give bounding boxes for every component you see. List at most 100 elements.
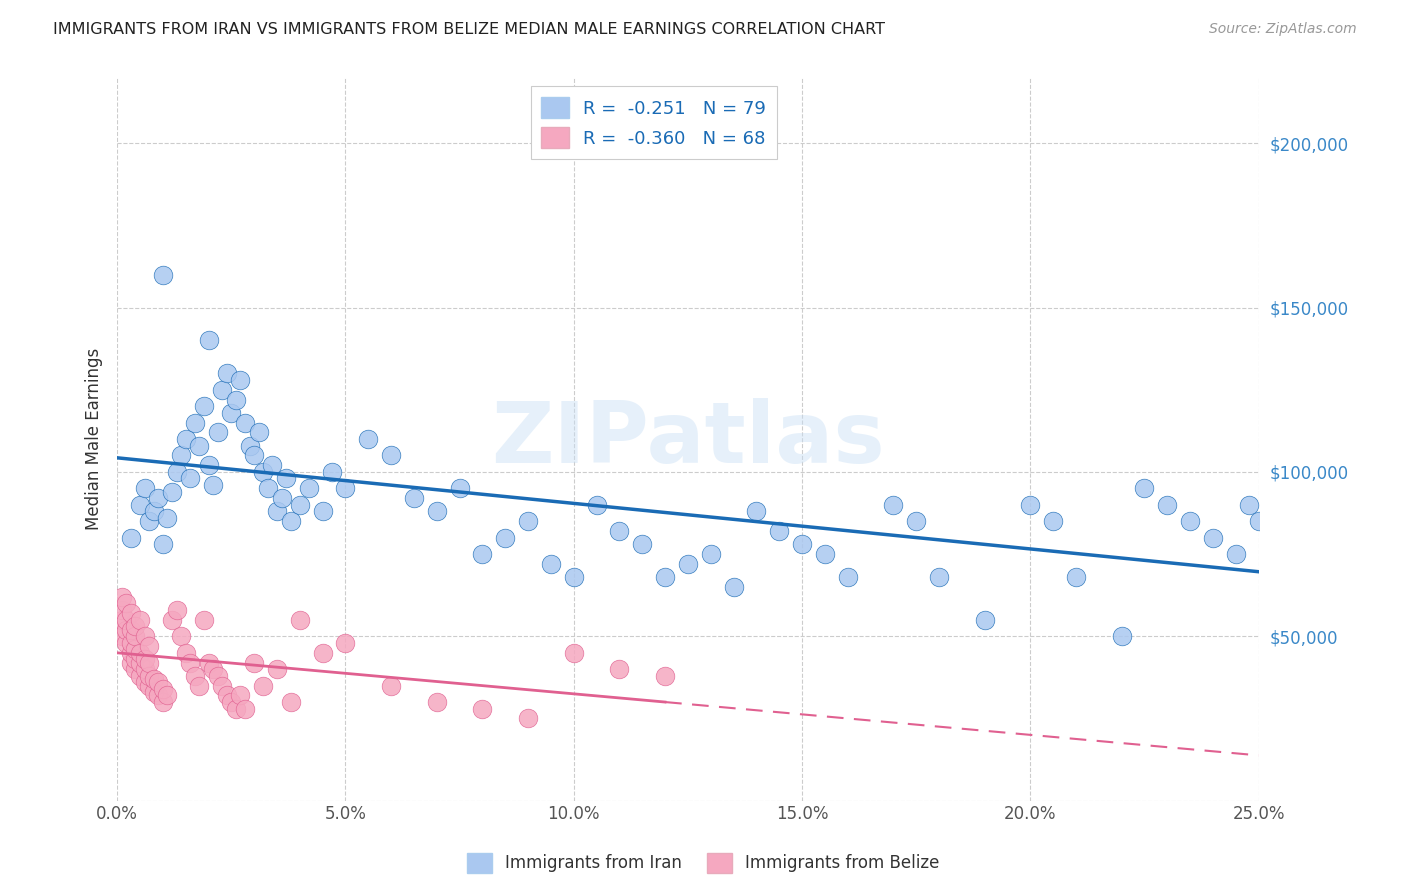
Point [973,613,995,627]
Point [152,681,174,696]
Point [170,629,193,643]
Point [239,439,262,453]
Point [243,656,266,670]
Point [188,439,211,453]
Point [202,478,225,492]
Point [654,669,676,683]
Point [298,481,321,495]
Point [156,511,179,525]
Point [1042,514,1064,528]
Point [790,537,813,551]
Point [152,537,174,551]
Point [142,504,165,518]
Point [252,679,274,693]
Point [288,498,311,512]
Point [124,662,146,676]
Point [676,557,699,571]
Point [115,636,138,650]
Point [426,504,449,518]
Text: IMMIGRANTS FROM IRAN VS IMMIGRANTS FROM BELIZE MEDIAN MALE EARNINGS CORRELATION : IMMIGRANTS FROM IRAN VS IMMIGRANTS FROM … [53,22,886,37]
Point [160,613,183,627]
Point [148,491,170,506]
Point [166,465,188,479]
Point [723,580,745,594]
Point [357,432,380,446]
Y-axis label: Median Male Earnings: Median Male Earnings [86,348,103,530]
Point [229,373,252,387]
Point [380,679,402,693]
Point [426,695,449,709]
Point [280,695,302,709]
Point [517,711,540,725]
Point [609,524,631,538]
Point [257,481,280,495]
Point [111,590,134,604]
Text: Source: ZipAtlas.com: Source: ZipAtlas.com [1209,22,1357,37]
Point [221,406,243,420]
Point [124,619,146,633]
Point [654,570,676,584]
Point [174,432,197,446]
Point [494,531,516,545]
Point [124,629,146,643]
Point [335,636,357,650]
Point [207,425,229,440]
Point [262,458,284,473]
Point [156,689,179,703]
Point [120,656,142,670]
Point [129,656,152,670]
Point [148,689,170,703]
Point [134,675,156,690]
Point [335,481,357,495]
Point [134,481,156,495]
Point [129,613,152,627]
Point [321,465,343,479]
Point [280,514,302,528]
Point [1019,498,1042,512]
Point [142,685,165,699]
Legend: R =  -0.251   N = 79, R =  -0.360   N = 68: R = -0.251 N = 79, R = -0.360 N = 68 [530,87,776,159]
Point [745,504,768,518]
Point [233,701,256,715]
Point [124,642,146,657]
Point [120,646,142,660]
Point [124,652,146,666]
Point [814,547,837,561]
Point [120,623,142,637]
Point [134,662,156,676]
Point [142,672,165,686]
Point [585,498,607,512]
Point [138,514,160,528]
Point [905,514,928,528]
Point [311,646,333,660]
Point [471,701,494,715]
Point [129,669,152,683]
Point [1202,531,1225,545]
Point [129,498,152,512]
Point [115,613,138,627]
Point [215,366,238,380]
Point [138,679,160,693]
Point [111,603,134,617]
Point [699,547,721,561]
Point [229,689,252,703]
Point [380,449,402,463]
Point [215,689,238,703]
Point [266,662,288,676]
Point [197,458,219,473]
Point [243,449,266,463]
Point [120,636,142,650]
Point [152,695,174,709]
Point [225,701,247,715]
Point [115,596,138,610]
Point [270,491,292,506]
Point [197,334,219,348]
Point [184,416,207,430]
Point [402,491,425,506]
Point [609,662,631,676]
Point [252,465,274,479]
Point [540,557,562,571]
Point [138,669,160,683]
Point [631,537,654,551]
Point [193,613,215,627]
